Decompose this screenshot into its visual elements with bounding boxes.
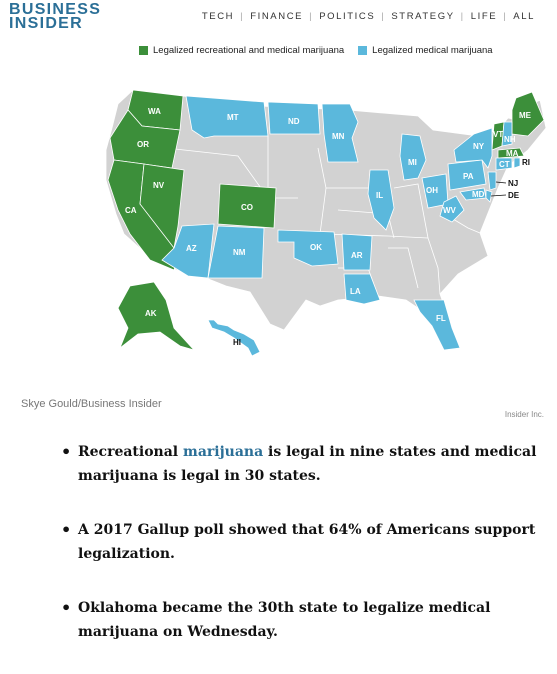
- nav-separator: |: [309, 11, 314, 22]
- label-il: IL: [376, 191, 383, 200]
- image-credit: Skye Gould/Business Insider: [21, 398, 162, 410]
- nav-all[interactable]: ALL: [513, 11, 535, 22]
- key-point: A 2017 Gallup poll showed that 64% of Am…: [61, 518, 548, 566]
- label-ar: AR: [351, 251, 363, 260]
- state-wv[interactable]: [439, 195, 465, 223]
- label-ok: OK: [310, 243, 322, 252]
- key-point-text: Oklahoma became the 30th state to legali…: [78, 600, 491, 640]
- state-nj[interactable]: [487, 171, 497, 191]
- label-md: MD: [472, 190, 485, 199]
- state-nd[interactable]: [267, 101, 321, 135]
- marijuana-legalization-map: Legalized recreational and medical marij…: [88, 38, 557, 419]
- state-la[interactable]: [343, 273, 381, 305]
- state-nm[interactable]: [207, 225, 265, 279]
- map-legend: Legalized recreational and medical marij…: [139, 45, 507, 56]
- label-ma: MA: [506, 149, 519, 158]
- label-mn: MN: [332, 132, 345, 141]
- label-ct: CT: [499, 160, 510, 169]
- marijuana-link[interactable]: marijuana: [183, 444, 264, 460]
- top-nav: TECH | FINANCE | POLITICS | STRATEGY | LIFE |…: [202, 11, 535, 22]
- label-mt: MT: [227, 113, 239, 122]
- key-points-list: Recreational marijuana is legal in nine …: [61, 440, 548, 674]
- legend-label-recreational: Legalized recreational and medical marij…: [153, 45, 345, 56]
- state-mn[interactable]: [321, 103, 359, 163]
- nav-separator: |: [240, 11, 245, 22]
- label-wv: WV: [443, 206, 457, 215]
- logo-line-2: INSIDER: [9, 15, 83, 32]
- nav-life[interactable]: LIFE: [470, 11, 498, 22]
- key-point-text: A 2017 Gallup poll showed that 64% of Am…: [78, 522, 536, 562]
- state-ny[interactable]: [453, 127, 493, 169]
- state-nv[interactable]: [139, 163, 185, 249]
- state-co[interactable]: [217, 183, 277, 229]
- label-me: ME: [519, 111, 532, 120]
- label-oh: OH: [426, 186, 438, 195]
- state-ar[interactable]: [341, 233, 373, 271]
- key-point-text: is legal in nine states and medical mari…: [78, 444, 537, 484]
- state-ok[interactable]: [277, 229, 339, 267]
- nav-tech[interactable]: TECH: [201, 11, 235, 22]
- business-insider-logo[interactable]: BUSINESS INSIDER: [9, 1, 102, 32]
- label-nm: NM: [233, 248, 246, 257]
- legend-item-medical: Legalized medical marijuana: [358, 45, 493, 56]
- label-fl: FL: [436, 314, 446, 323]
- state-pa[interactable]: [447, 159, 487, 191]
- site-header: BUSINESS INSIDER TECH | FINANCE | POLITICS…: [0, 0, 557, 36]
- nav-separator: |: [460, 11, 465, 22]
- key-point-text: Recreational: [78, 444, 183, 460]
- legend-label-medical: Legalized medical marijuana: [372, 45, 493, 56]
- label-mi: MI: [408, 158, 417, 167]
- label-ca: CA: [125, 206, 137, 215]
- map-watermark: Insider Inc.: [504, 410, 544, 419]
- nav-separator: |: [503, 11, 508, 22]
- logo-line-1: BUSINESS: [9, 1, 102, 18]
- label-az: AZ: [186, 244, 197, 253]
- key-point: Oklahoma became the 30th state to legali…: [61, 596, 548, 644]
- state-hi[interactable]: [207, 319, 261, 357]
- label-wa: WA: [148, 107, 161, 116]
- label-vt: VT: [493, 130, 503, 139]
- nav-finance[interactable]: FINANCE: [250, 11, 304, 22]
- recreational-states: [107, 89, 545, 351]
- key-point: Recreational marijuana is legal in nine …: [61, 440, 548, 488]
- state-ak[interactable]: [117, 281, 196, 351]
- label-nd: ND: [288, 117, 300, 126]
- state-de[interactable]: [485, 189, 493, 203]
- nav-strategy[interactable]: STRATEGY: [391, 11, 455, 22]
- state-nh[interactable]: [501, 121, 513, 147]
- label-nv: NV: [153, 181, 165, 190]
- label-co: CO: [241, 203, 253, 212]
- state-mt[interactable]: [185, 95, 269, 139]
- state-fl[interactable]: [413, 299, 461, 351]
- nav-politics[interactable]: POLITICS: [319, 11, 376, 22]
- us-map: WA OR CA NV CO AK MT ND MN AZ NM OK AR L…: [105, 89, 547, 357]
- nav-separator: |: [381, 11, 386, 22]
- state-az[interactable]: [161, 223, 215, 279]
- label-pa: PA: [463, 172, 474, 181]
- label-leader-lines: [490, 181, 507, 197]
- state-il[interactable]: [367, 169, 395, 231]
- label-ri: RI: [522, 158, 530, 167]
- label-nj: NJ: [508, 179, 518, 188]
- legend-swatch-recreational: [139, 46, 148, 55]
- label-hi: HI: [233, 338, 241, 347]
- state-me[interactable]: [511, 91, 545, 137]
- state-mi[interactable]: [399, 133, 427, 181]
- state-ri[interactable]: [513, 157, 521, 169]
- label-nh: NH: [504, 135, 516, 144]
- label-ny: NY: [473, 142, 485, 151]
- state-ct[interactable]: [495, 157, 513, 171]
- label-ak: AK: [145, 309, 157, 318]
- state-ma[interactable]: [497, 147, 525, 159]
- legend-item-recreational: Legalized recreational and medical marij…: [139, 45, 344, 56]
- medical-states: [161, 95, 521, 357]
- legend-swatch-medical: [358, 46, 368, 55]
- label-la: LA: [350, 287, 361, 296]
- label-or: OR: [137, 140, 149, 149]
- label-de: DE: [508, 191, 520, 200]
